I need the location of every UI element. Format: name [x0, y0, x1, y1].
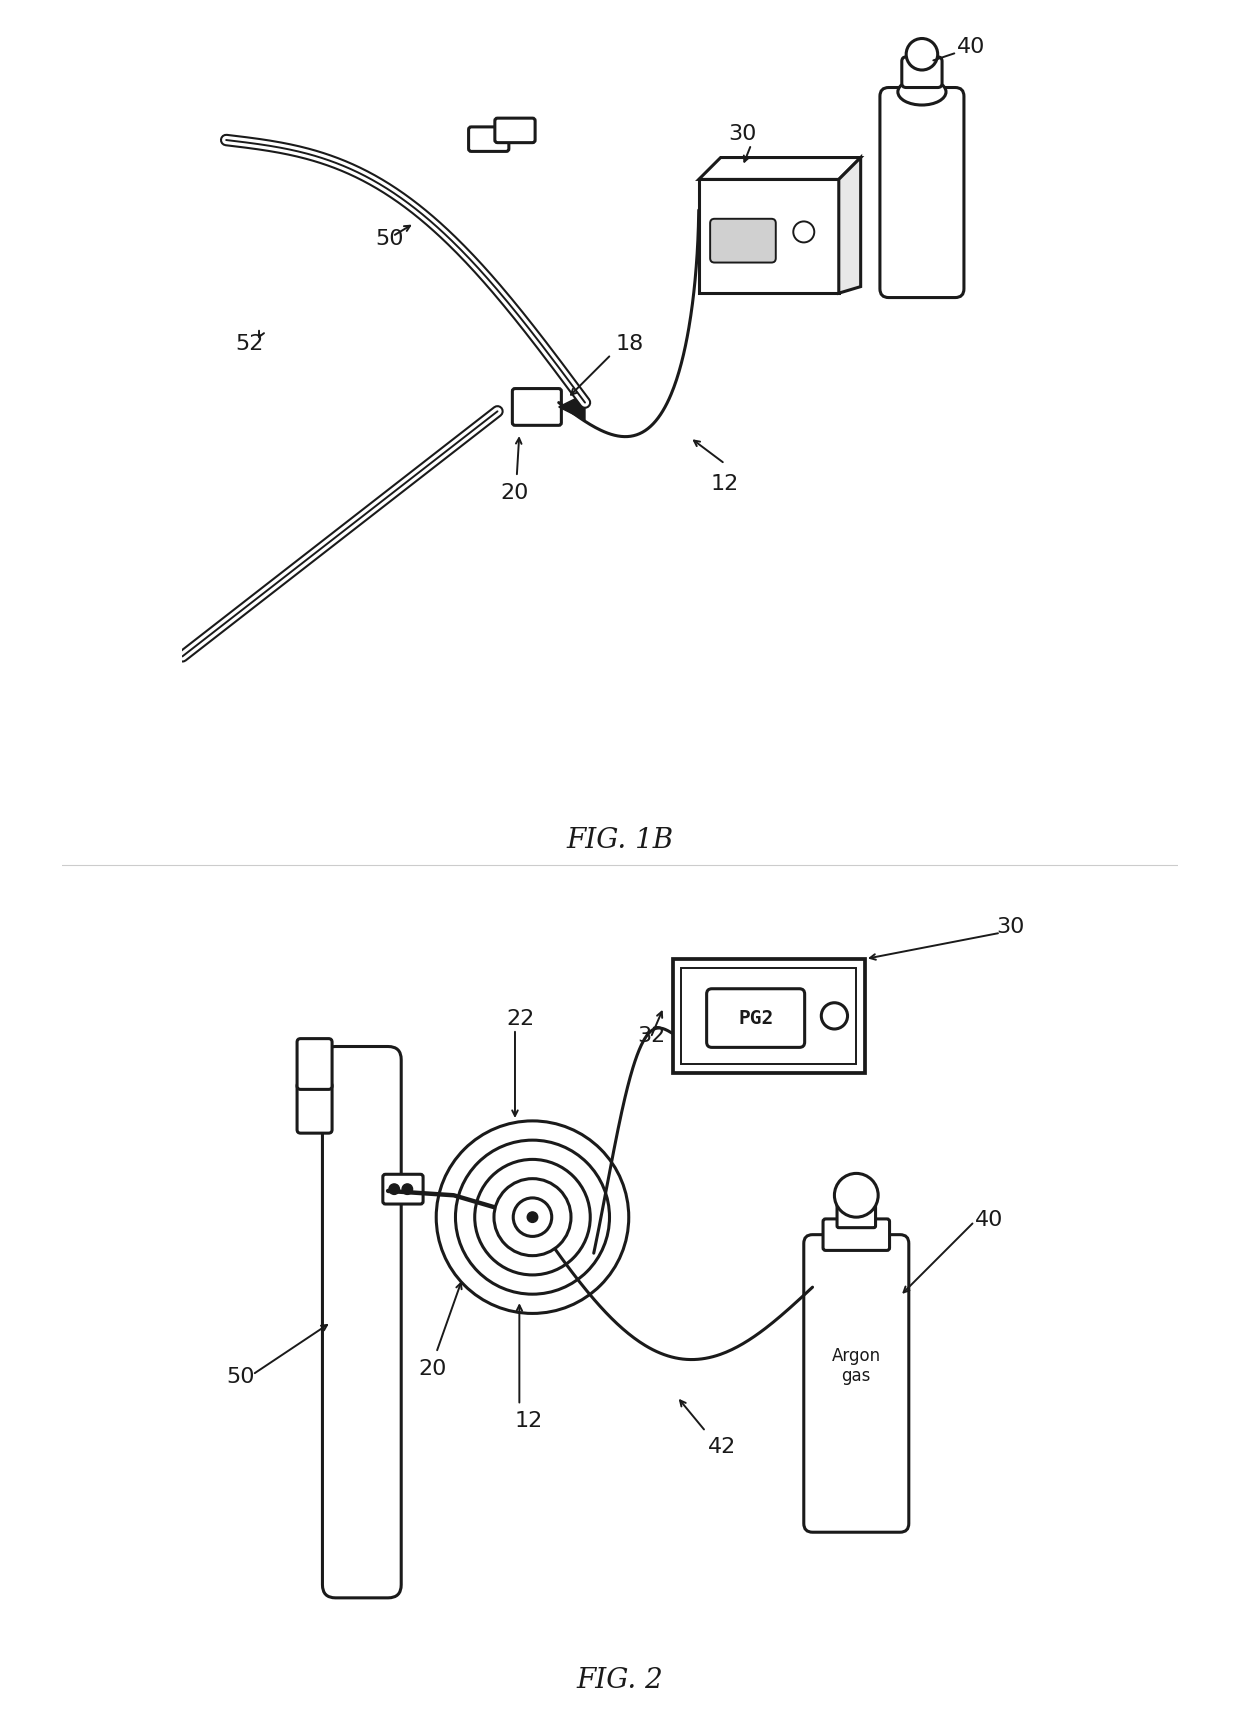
Text: 12: 12 — [515, 1411, 543, 1431]
FancyBboxPatch shape — [298, 1038, 332, 1090]
Circle shape — [389, 1184, 399, 1194]
Text: 18: 18 — [615, 335, 644, 353]
FancyBboxPatch shape — [901, 57, 942, 88]
Text: FIG. 2: FIG. 2 — [577, 1668, 663, 1694]
Circle shape — [906, 38, 937, 70]
Text: Argon
gas: Argon gas — [832, 1347, 880, 1385]
Bar — [681, 968, 857, 1064]
Circle shape — [835, 1174, 878, 1217]
Text: 22: 22 — [506, 1009, 534, 1028]
Circle shape — [794, 221, 815, 242]
Circle shape — [436, 1121, 629, 1313]
Circle shape — [455, 1139, 610, 1294]
FancyBboxPatch shape — [298, 1083, 332, 1133]
Text: 40: 40 — [957, 36, 986, 57]
Polygon shape — [838, 158, 861, 293]
Bar — [672, 959, 866, 1072]
Circle shape — [402, 1184, 413, 1194]
Ellipse shape — [898, 79, 946, 105]
Polygon shape — [559, 393, 585, 420]
FancyBboxPatch shape — [383, 1174, 423, 1205]
FancyBboxPatch shape — [837, 1203, 875, 1227]
Polygon shape — [699, 158, 861, 180]
Text: 20: 20 — [419, 1359, 448, 1378]
FancyBboxPatch shape — [512, 388, 562, 426]
Circle shape — [513, 1198, 552, 1237]
Text: 20: 20 — [501, 482, 529, 503]
Text: 52: 52 — [234, 335, 263, 353]
FancyBboxPatch shape — [804, 1236, 909, 1532]
Text: 30: 30 — [728, 124, 756, 144]
Text: 50: 50 — [226, 1368, 254, 1388]
Bar — [699, 180, 838, 293]
FancyBboxPatch shape — [322, 1047, 402, 1598]
Text: 32: 32 — [637, 1026, 666, 1047]
FancyBboxPatch shape — [469, 127, 508, 151]
FancyBboxPatch shape — [823, 1218, 889, 1251]
Circle shape — [494, 1179, 570, 1256]
Text: 40: 40 — [975, 1210, 1003, 1230]
Text: FIG. 1B: FIG. 1B — [567, 827, 673, 853]
FancyBboxPatch shape — [880, 88, 963, 297]
Circle shape — [821, 1002, 848, 1030]
Text: PG2: PG2 — [738, 1009, 774, 1028]
FancyBboxPatch shape — [707, 988, 805, 1047]
Text: 50: 50 — [374, 228, 403, 249]
Text: 42: 42 — [708, 1438, 735, 1457]
Circle shape — [475, 1160, 590, 1275]
Text: 12: 12 — [711, 474, 739, 494]
Text: 30: 30 — [996, 916, 1024, 937]
Circle shape — [527, 1211, 538, 1222]
FancyBboxPatch shape — [495, 118, 536, 142]
FancyBboxPatch shape — [711, 218, 776, 263]
